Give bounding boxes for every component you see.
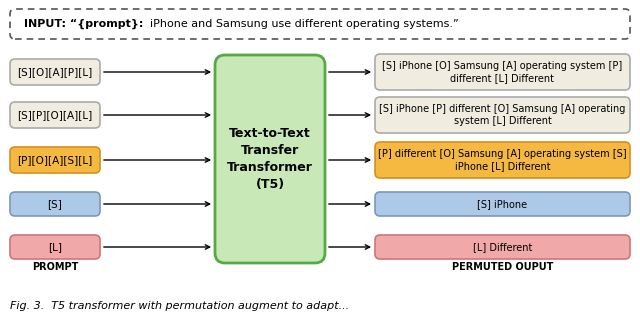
FancyBboxPatch shape <box>375 192 630 216</box>
Text: [P][O][A][S][L]: [P][O][A][S][L] <box>17 155 93 165</box>
Text: PERMUTED OUPUT: PERMUTED OUPUT <box>452 262 553 272</box>
Text: Fig. 3.  T5 transformer with permutation augment to adapt...: Fig. 3. T5 transformer with permutation … <box>10 301 349 311</box>
FancyBboxPatch shape <box>215 55 325 263</box>
FancyBboxPatch shape <box>375 54 630 90</box>
Text: [S] iPhone [P] different [O] Samsung [A] operating
system [L] Different: [S] iPhone [P] different [O] Samsung [A]… <box>380 104 626 126</box>
Text: [S][P][O][A][L]: [S][P][O][A][L] <box>17 110 93 120</box>
Text: iPhone and Samsung use different operating systems.”: iPhone and Samsung use different operati… <box>143 19 459 29</box>
FancyBboxPatch shape <box>375 97 630 133</box>
Text: [S][O][A][P][L]: [S][O][A][P][L] <box>17 67 93 77</box>
FancyBboxPatch shape <box>375 235 630 259</box>
FancyBboxPatch shape <box>10 59 100 85</box>
Text: [S] iPhone: [S] iPhone <box>477 199 527 209</box>
Text: [L] Different: [L] Different <box>473 242 532 252</box>
FancyBboxPatch shape <box>10 9 630 39</box>
Text: [S] iPhone [O] Samsung [A] operating system [P]
different [L] Different: [S] iPhone [O] Samsung [A] operating sys… <box>382 61 623 83</box>
Text: PROMPT: PROMPT <box>32 262 78 272</box>
Text: [L]: [L] <box>48 242 62 252</box>
Text: [P] different [O] Samsung [A] operating system [S]
iPhone [L] Different: [P] different [O] Samsung [A] operating … <box>378 149 627 171</box>
FancyBboxPatch shape <box>10 192 100 216</box>
Text: INPUT: “{prompt}:: INPUT: “{prompt}: <box>24 19 143 29</box>
FancyBboxPatch shape <box>10 235 100 259</box>
FancyBboxPatch shape <box>10 102 100 128</box>
FancyBboxPatch shape <box>375 142 630 178</box>
FancyBboxPatch shape <box>10 147 100 173</box>
Text: Text-to-Text
Transfer
Transformer
(T5): Text-to-Text Transfer Transformer (T5) <box>227 127 313 191</box>
Text: [S]: [S] <box>47 199 63 209</box>
